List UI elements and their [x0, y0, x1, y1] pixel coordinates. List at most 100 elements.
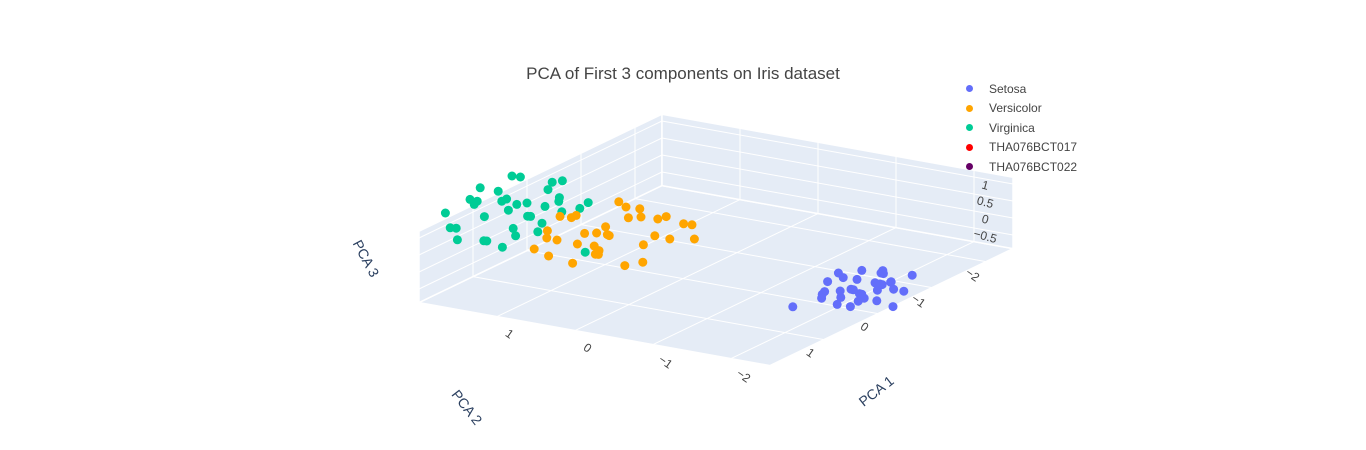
y-grid-floor: [634, 198, 987, 263]
point-versicolor[interactable]: [653, 214, 663, 224]
point-versicolor[interactable]: [568, 258, 578, 268]
point-setosa[interactable]: [889, 284, 899, 294]
point-virginica[interactable]: [522, 198, 532, 208]
point-versicolor[interactable]: [592, 228, 602, 238]
point-setosa[interactable]: [823, 277, 833, 287]
point-versicolor[interactable]: [638, 240, 648, 250]
point-virginica[interactable]: [493, 186, 503, 196]
point-setosa[interactable]: [878, 266, 888, 276]
point-setosa[interactable]: [788, 302, 798, 312]
point-virginica[interactable]: [479, 212, 489, 222]
y-axis-title: PCA 2: [448, 387, 485, 428]
point-versicolor[interactable]: [636, 212, 646, 222]
point-virginica[interactable]: [479, 236, 489, 246]
legend-item-setosa[interactable]: Setosa: [966, 79, 1077, 99]
legend-marker-icon: [966, 104, 973, 112]
point-setosa[interactable]: [877, 280, 887, 290]
point-versicolor[interactable]: [620, 261, 630, 271]
point-versicolor[interactable]: [601, 222, 611, 232]
point-virginica[interactable]: [469, 199, 479, 209]
point-virginica[interactable]: [508, 223, 518, 233]
point-setosa[interactable]: [817, 293, 827, 303]
z-grid-wall-x: [418, 154, 663, 273]
point-versicolor[interactable]: [572, 239, 582, 249]
point-setosa[interactable]: [857, 265, 867, 275]
point-versicolor[interactable]: [604, 231, 614, 241]
point-virginica[interactable]: [475, 183, 485, 193]
point-virginica[interactable]: [515, 172, 525, 182]
point-virginica[interactable]: [557, 176, 567, 186]
point-versicolor[interactable]: [635, 204, 645, 214]
point-virginica[interactable]: [507, 171, 517, 181]
point-versicolor[interactable]: [542, 226, 552, 236]
point-virginica[interactable]: [452, 235, 462, 245]
point-setosa[interactable]: [872, 296, 882, 306]
point-versicolor[interactable]: [661, 212, 671, 222]
point-setosa[interactable]: [907, 270, 917, 280]
point-setosa[interactable]: [848, 285, 858, 295]
point-setosa[interactable]: [845, 302, 855, 312]
point-versicolor[interactable]: [689, 234, 699, 244]
point-versicolor[interactable]: [552, 235, 562, 245]
x-tick-label: 1: [503, 326, 517, 341]
point-versicolor[interactable]: [638, 257, 648, 267]
point-versicolor[interactable]: [529, 244, 539, 254]
point-setosa[interactable]: [832, 299, 842, 309]
x-grid-floor: [496, 199, 741, 318]
point-virginica[interactable]: [440, 208, 450, 218]
point-virginica[interactable]: [580, 247, 590, 257]
legend-label: THA076BCT022: [989, 159, 1078, 174]
point-virginica[interactable]: [543, 185, 553, 195]
y-grid-floor: [526, 250, 879, 315]
point-virginica[interactable]: [540, 201, 550, 211]
legend-label: THA076BCT017: [989, 140, 1078, 155]
point-virginica[interactable]: [583, 198, 593, 208]
z-grid-wall-y: [661, 120, 1014, 185]
point-virginica[interactable]: [533, 227, 543, 237]
point-versicolor[interactable]: [571, 210, 581, 220]
point-setosa[interactable]: [835, 286, 845, 296]
point-virginica[interactable]: [503, 205, 513, 215]
x-grid-floor: [574, 213, 819, 332]
point-versicolor[interactable]: [665, 234, 675, 244]
point-setosa[interactable]: [852, 274, 862, 284]
point-versicolor[interactable]: [542, 233, 552, 243]
point-versicolor[interactable]: [650, 231, 660, 241]
point-setosa[interactable]: [899, 286, 909, 296]
point-virginica[interactable]: [547, 177, 557, 187]
point-setosa[interactable]: [853, 296, 863, 306]
z-tick-label: −0.5: [972, 226, 999, 246]
z-grid-wall-y: [661, 154, 1014, 219]
point-virginica[interactable]: [523, 211, 533, 221]
point-versicolor[interactable]: [687, 220, 697, 230]
point-virginica[interactable]: [512, 199, 522, 209]
point-setosa[interactable]: [886, 277, 896, 287]
point-versicolor[interactable]: [621, 202, 631, 212]
point-virginica[interactable]: [511, 231, 521, 241]
chart-title: PCA of First 3 components on Iris datase…: [526, 64, 840, 83]
point-virginica[interactable]: [497, 242, 507, 252]
legend-marker-icon: [966, 143, 973, 151]
point-virginica[interactable]: [502, 194, 512, 204]
legend-item-virginica[interactable]: Virginica: [966, 118, 1077, 138]
point-virginica[interactable]: [575, 203, 585, 213]
point-versicolor[interactable]: [555, 211, 565, 221]
point-versicolor[interactable]: [580, 228, 590, 238]
point-versicolor[interactable]: [590, 249, 600, 259]
point-versicolor[interactable]: [623, 213, 633, 223]
point-virginica[interactable]: [554, 196, 564, 206]
point-setosa[interactable]: [838, 273, 848, 283]
point-virginica[interactable]: [537, 218, 547, 228]
legend-item-tha076bct017[interactable]: THA076BCT017: [966, 138, 1077, 158]
point-setosa[interactable]: [888, 302, 898, 312]
point-versicolor[interactable]: [614, 197, 624, 207]
legend-label: Versicolor: [989, 101, 1042, 116]
point-virginica[interactable]: [445, 223, 455, 233]
x-tick-label: 0: [581, 340, 595, 355]
legend-item-tha076bct022[interactable]: THA076BCT022: [966, 157, 1077, 177]
point-versicolor[interactable]: [679, 219, 689, 229]
legend-item-versicolor[interactable]: Versicolor: [966, 99, 1077, 119]
point-versicolor[interactable]: [544, 251, 554, 261]
